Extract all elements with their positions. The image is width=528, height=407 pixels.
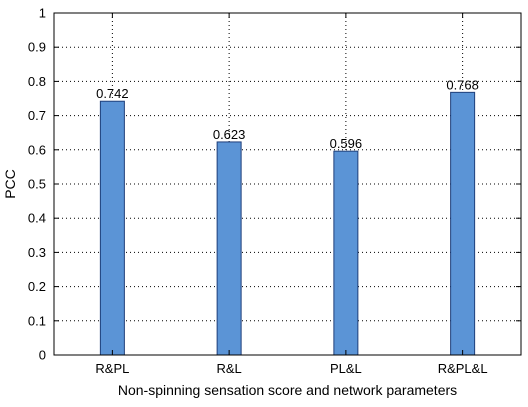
- bars: [99, 91, 476, 356]
- x-tick-label: R&PL: [95, 361, 129, 376]
- bar-value-label: 0.768: [446, 77, 479, 92]
- y-tick-label: 0.2: [28, 279, 46, 294]
- y-tick-label: 0.5: [28, 177, 46, 192]
- y-tick-label: 0.6: [28, 142, 46, 157]
- bar-value-label: 0.596: [330, 136, 363, 151]
- bar-value-label: 0.623: [213, 127, 246, 142]
- bar: [333, 150, 359, 356]
- bar: [99, 100, 125, 356]
- x-axis-label: Non-spinning sensation score and network…: [118, 382, 457, 398]
- bar: [450, 91, 476, 356]
- y-tick-label: 1: [39, 6, 46, 21]
- y-tick-label: 0.1: [28, 313, 46, 328]
- x-tick-label: R&PL&L: [438, 361, 488, 376]
- y-tick-label: 0: [39, 348, 46, 363]
- y-tick-label: 0.9: [28, 40, 46, 55]
- y-tick-label: 0.3: [28, 245, 46, 260]
- x-tick-label: PL&L: [330, 361, 362, 376]
- ticks: 0 0.1 0.2 0.3 0.4 0.5 0.6 0.7 0.8 0.9 1 R&PL R&L PL&L…: [28, 6, 521, 376]
- value-labels: 0.742 0.623 0.596 0.768: [96, 77, 479, 151]
- y-tick-label: 0.7: [28, 108, 46, 123]
- y-tick-label: 0.8: [28, 74, 46, 89]
- bar: [216, 141, 242, 356]
- y-axis-label: PCC: [2, 169, 18, 199]
- y-tick-label: 0.4: [28, 211, 46, 226]
- bar-value-label: 0.742: [96, 86, 129, 101]
- x-tick-label: R&L: [216, 361, 241, 376]
